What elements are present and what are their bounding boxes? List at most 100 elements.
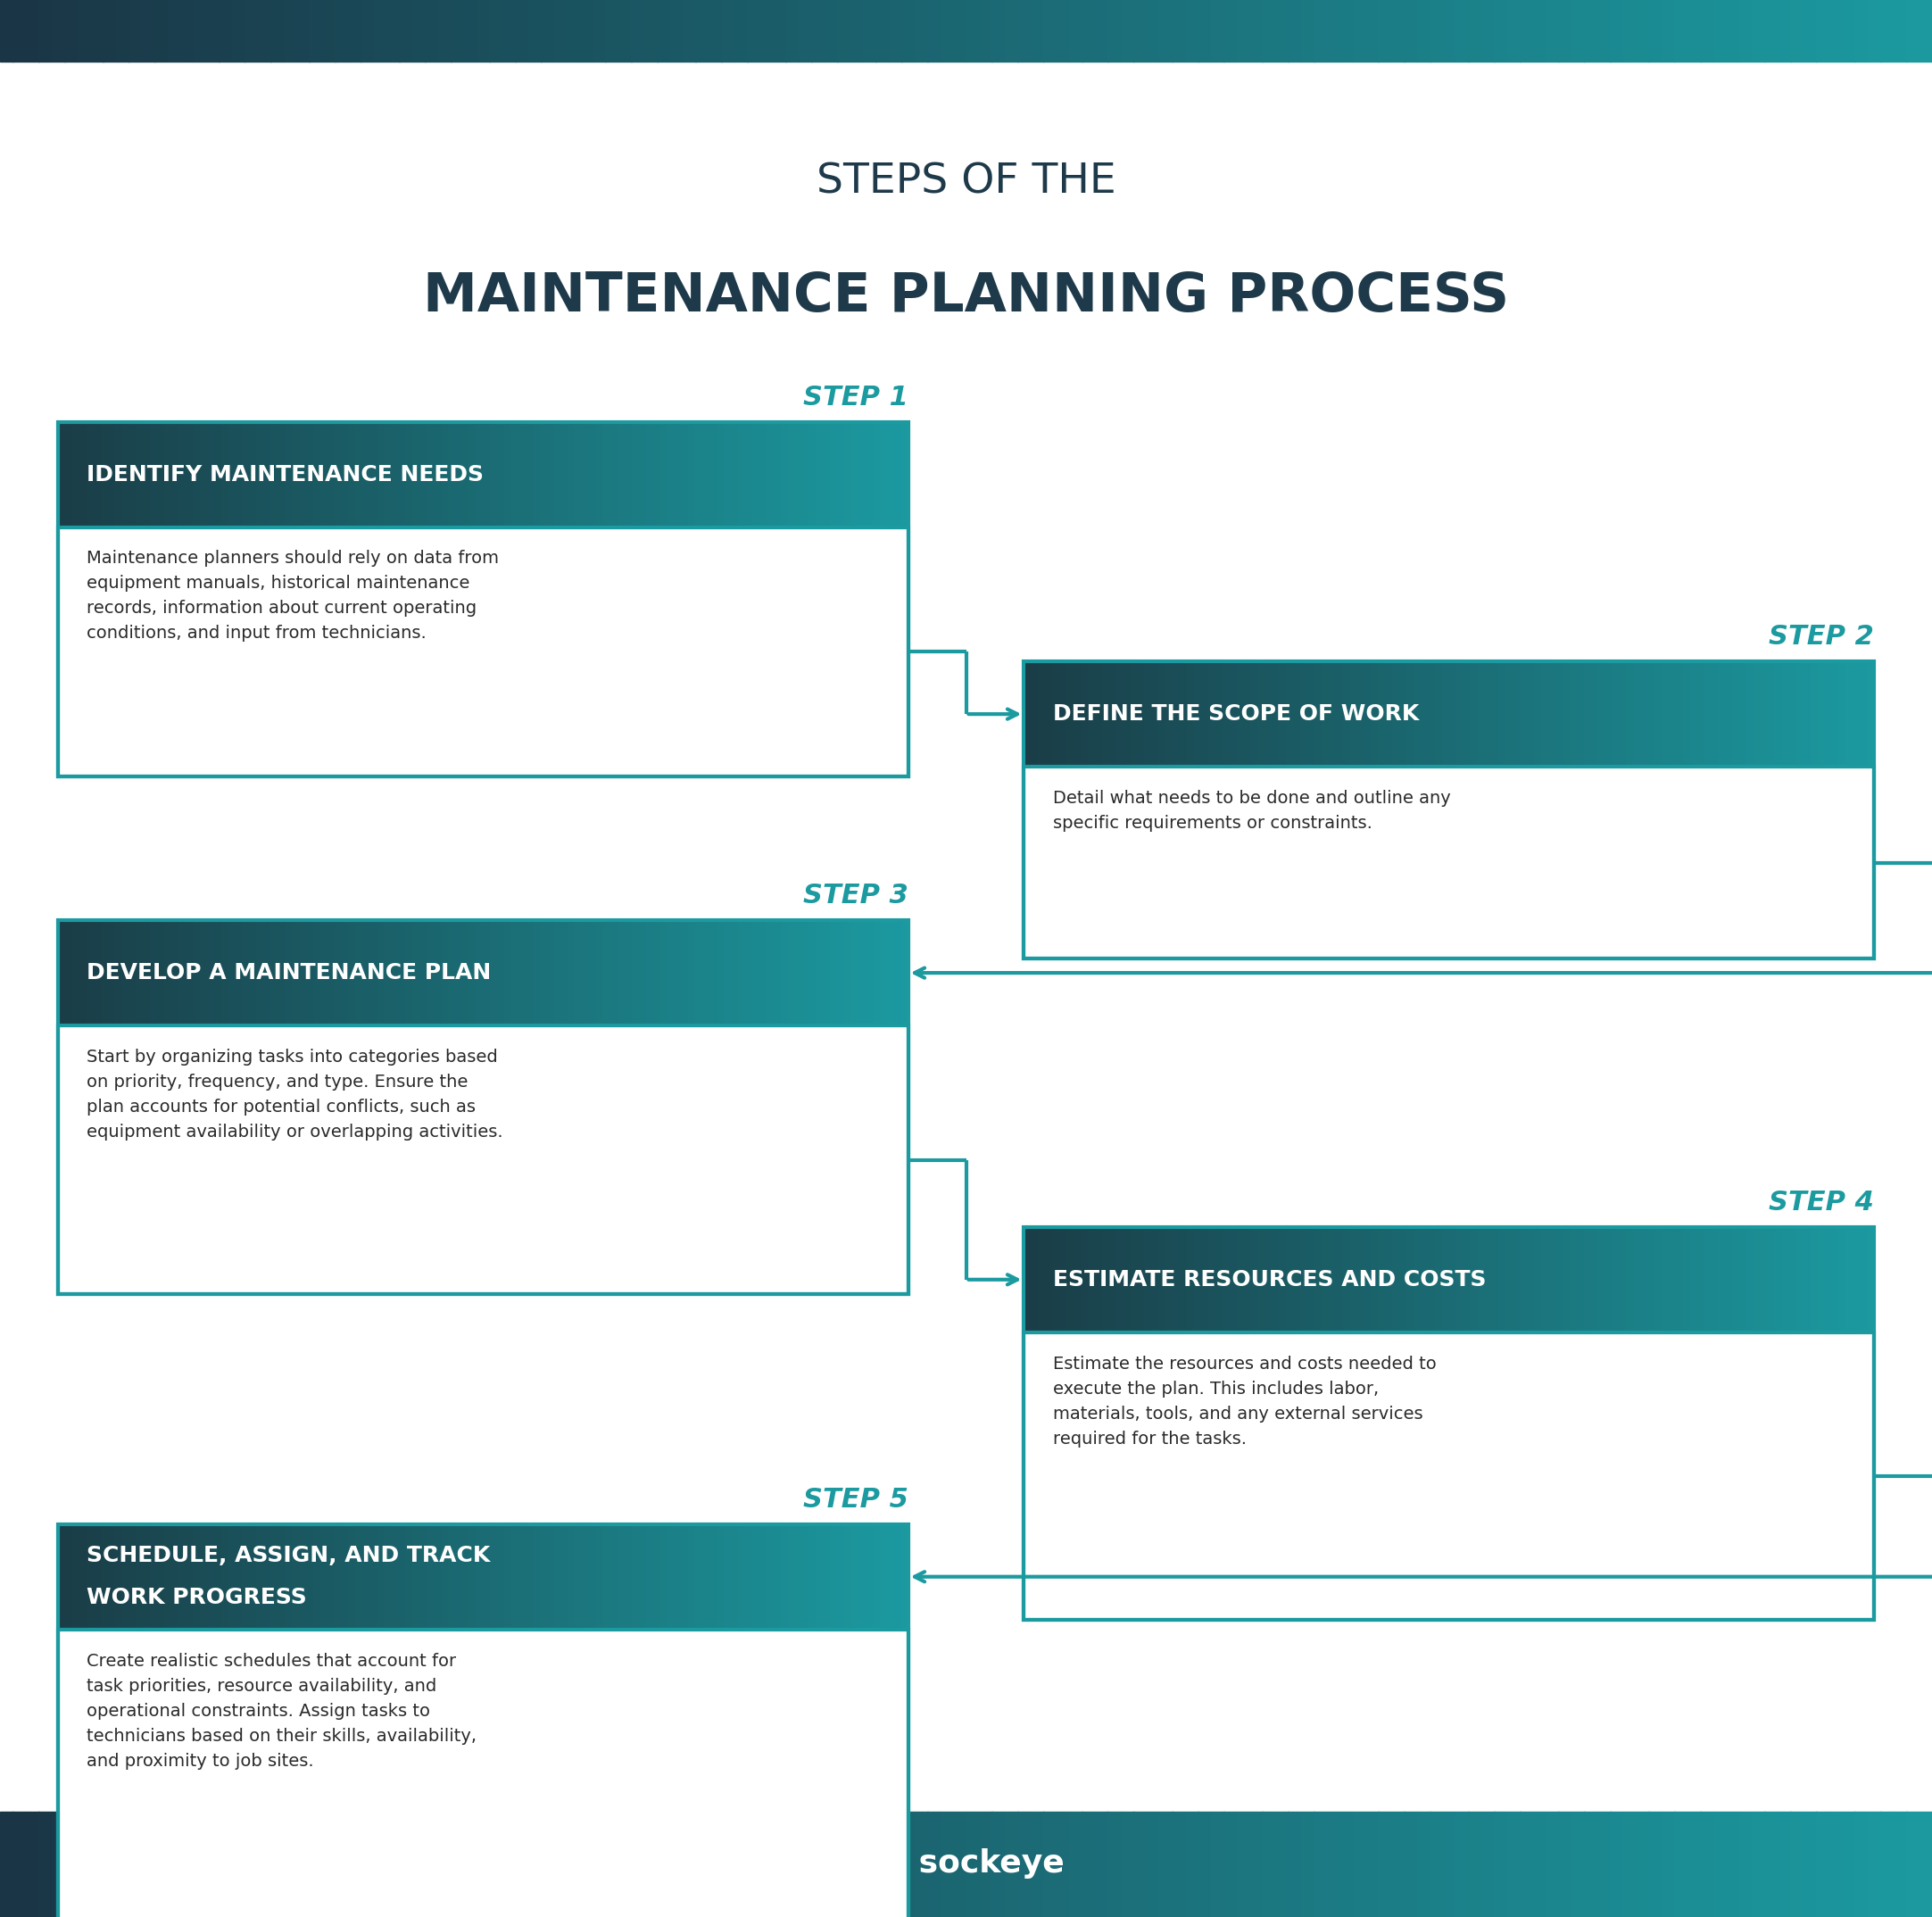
Bar: [1186, 1227, 1194, 1332]
Bar: [1327, 1812, 1341, 1917]
Bar: [299, 920, 307, 1026]
Bar: [1109, 661, 1117, 767]
Bar: [1043, 1812, 1057, 1917]
Bar: [1165, 661, 1173, 767]
Bar: [156, 920, 164, 1026]
Bar: [1194, 661, 1202, 767]
Bar: [168, 0, 182, 61]
Bar: [539, 1524, 547, 1629]
Text: STEP 1: STEP 1: [804, 383, 908, 410]
Bar: [858, 920, 866, 1026]
Bar: [228, 422, 236, 527]
Bar: [433, 422, 440, 527]
Bar: [143, 920, 151, 1026]
Bar: [1725, 1812, 1739, 1917]
Bar: [1861, 661, 1868, 767]
Bar: [786, 0, 800, 61]
Bar: [1350, 1227, 1358, 1332]
Bar: [1675, 661, 1683, 767]
Bar: [116, 0, 129, 61]
Bar: [1470, 661, 1478, 767]
Bar: [781, 920, 788, 1026]
Bar: [278, 1524, 286, 1629]
Bar: [1314, 1812, 1327, 1917]
Bar: [242, 920, 249, 1026]
Bar: [721, 1812, 734, 1917]
Bar: [746, 1524, 753, 1629]
Bar: [1893, 0, 1907, 61]
Bar: [815, 422, 823, 527]
Bar: [1712, 661, 1719, 767]
Bar: [0, 0, 14, 61]
Bar: [914, 0, 927, 61]
Bar: [491, 1524, 498, 1629]
Bar: [582, 920, 589, 1026]
Bar: [1393, 661, 1401, 767]
Bar: [1855, 0, 1868, 61]
Bar: [1378, 0, 1391, 61]
Bar: [257, 920, 265, 1026]
Bar: [185, 422, 193, 527]
Text: STEPS OF THE: STEPS OF THE: [815, 163, 1117, 201]
Bar: [1662, 1227, 1669, 1332]
Bar: [724, 920, 732, 1026]
Bar: [1636, 0, 1650, 61]
Bar: [1683, 1227, 1690, 1332]
Bar: [1279, 1227, 1287, 1332]
Bar: [703, 1524, 711, 1629]
Bar: [412, 422, 419, 527]
Bar: [334, 1812, 348, 1917]
Bar: [1194, 1227, 1202, 1332]
Bar: [348, 920, 355, 1026]
Bar: [355, 422, 363, 527]
Bar: [1577, 1227, 1584, 1332]
Bar: [489, 1812, 502, 1917]
Bar: [475, 920, 483, 1026]
Bar: [79, 920, 87, 1026]
Bar: [433, 1524, 440, 1629]
Bar: [220, 920, 228, 1026]
Bar: [709, 920, 717, 1026]
Bar: [114, 920, 122, 1026]
Bar: [454, 1524, 462, 1629]
Bar: [1293, 1227, 1300, 1332]
Bar: [624, 920, 632, 1026]
Bar: [454, 920, 462, 1026]
Bar: [1393, 1227, 1401, 1332]
Bar: [1441, 661, 1449, 767]
Bar: [475, 422, 483, 527]
Bar: [624, 1524, 632, 1629]
Bar: [1146, 0, 1159, 61]
Bar: [576, 1524, 583, 1629]
Bar: [425, 1812, 439, 1917]
Bar: [852, 920, 860, 1026]
Bar: [554, 1524, 562, 1629]
Bar: [1725, 661, 1733, 767]
Bar: [284, 422, 292, 527]
Bar: [1024, 1332, 1874, 1620]
Bar: [1180, 661, 1188, 767]
Bar: [1733, 1227, 1741, 1332]
Bar: [1130, 1227, 1138, 1332]
Bar: [462, 422, 469, 527]
Bar: [1640, 661, 1648, 767]
Bar: [1406, 1227, 1414, 1332]
Bar: [93, 920, 100, 1026]
Bar: [1208, 661, 1215, 767]
Bar: [141, 1812, 155, 1917]
Bar: [483, 920, 491, 1026]
Bar: [39, 1812, 52, 1917]
Bar: [667, 920, 674, 1026]
Bar: [1236, 0, 1250, 61]
Bar: [369, 1524, 377, 1629]
Bar: [129, 422, 137, 527]
Bar: [667, 422, 674, 527]
Bar: [93, 1524, 100, 1629]
Bar: [823, 1524, 831, 1629]
Bar: [143, 422, 151, 527]
Bar: [914, 1812, 927, 1917]
Bar: [1520, 1812, 1534, 1917]
Bar: [116, 1812, 129, 1917]
Bar: [554, 0, 568, 61]
Bar: [1609, 1812, 1623, 1917]
